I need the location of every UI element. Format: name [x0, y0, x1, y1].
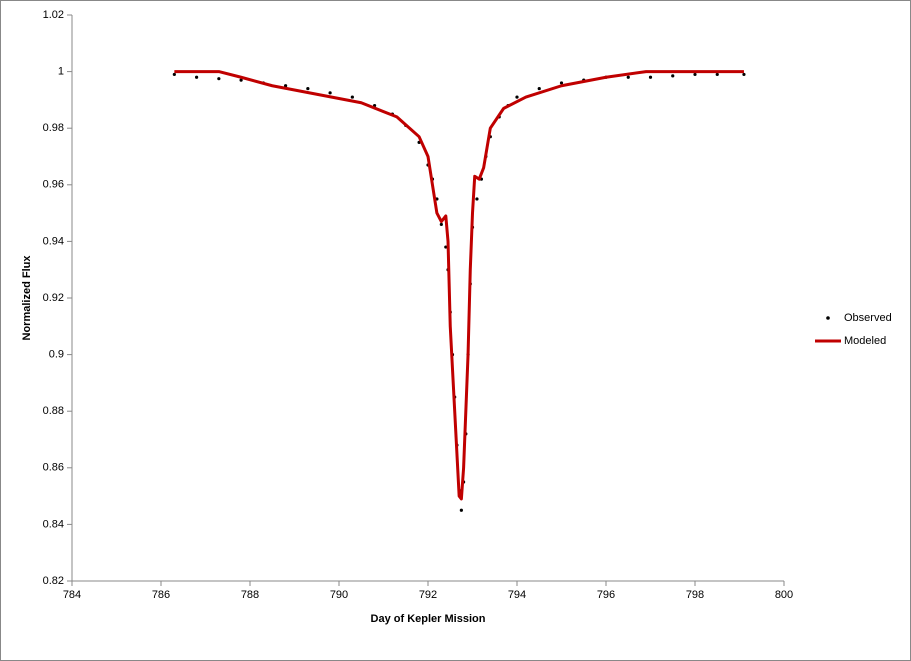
y-tick-label: 0.94	[43, 235, 64, 247]
data-point	[239, 78, 243, 82]
legend-label: Observed	[844, 312, 892, 324]
y-axis-title: Normalized Flux	[21, 255, 33, 341]
legend-label: Modeled	[844, 335, 886, 347]
x-tick-label: 784	[63, 589, 81, 601]
x-tick-label: 798	[686, 589, 704, 601]
data-point	[328, 91, 332, 95]
data-point	[217, 77, 221, 81]
data-point	[648, 75, 653, 79]
data-point	[559, 81, 564, 85]
x-tick-label: 788	[241, 589, 259, 601]
x-tick-label: 792	[419, 589, 437, 601]
data-point	[284, 84, 288, 88]
data-point	[693, 72, 697, 77]
data-point	[515, 95, 519, 99]
data-point	[350, 95, 354, 99]
y-tick-label: 0.92	[43, 292, 64, 304]
x-tick-label: 790	[330, 589, 348, 601]
y-tick-label: 0.88	[43, 405, 64, 417]
legend-swatch	[826, 316, 830, 320]
data-point	[537, 86, 541, 91]
x-tick-label: 796	[597, 589, 615, 601]
data-point	[439, 222, 443, 227]
y-tick-label: 1.02	[43, 9, 64, 21]
data-point	[459, 508, 463, 512]
y-tick-label: 0.84	[43, 518, 64, 530]
data-point	[306, 86, 310, 91]
data-point	[715, 72, 719, 77]
y-tick-label: 0.96	[43, 179, 64, 191]
data-point	[195, 75, 199, 79]
x-axis-title: Day of Kepler Mission	[371, 613, 486, 625]
data-point	[172, 72, 176, 77]
x-tick-label: 794	[508, 589, 526, 601]
y-tick-label: 0.82	[43, 575, 64, 587]
data-point	[671, 74, 675, 78]
model-line	[174, 70, 744, 501]
data-point	[626, 75, 630, 79]
y-tick-label: 0.86	[43, 462, 64, 474]
x-tick-label: 786	[152, 589, 170, 601]
y-tick-label: 0.98	[43, 122, 64, 134]
y-tick-label: 1	[58, 66, 64, 78]
data-point	[444, 245, 448, 249]
data-point	[475, 197, 479, 201]
y-tick-label: 0.9	[49, 349, 64, 361]
x-tick-label: 800	[775, 589, 793, 601]
data-point	[742, 72, 746, 77]
